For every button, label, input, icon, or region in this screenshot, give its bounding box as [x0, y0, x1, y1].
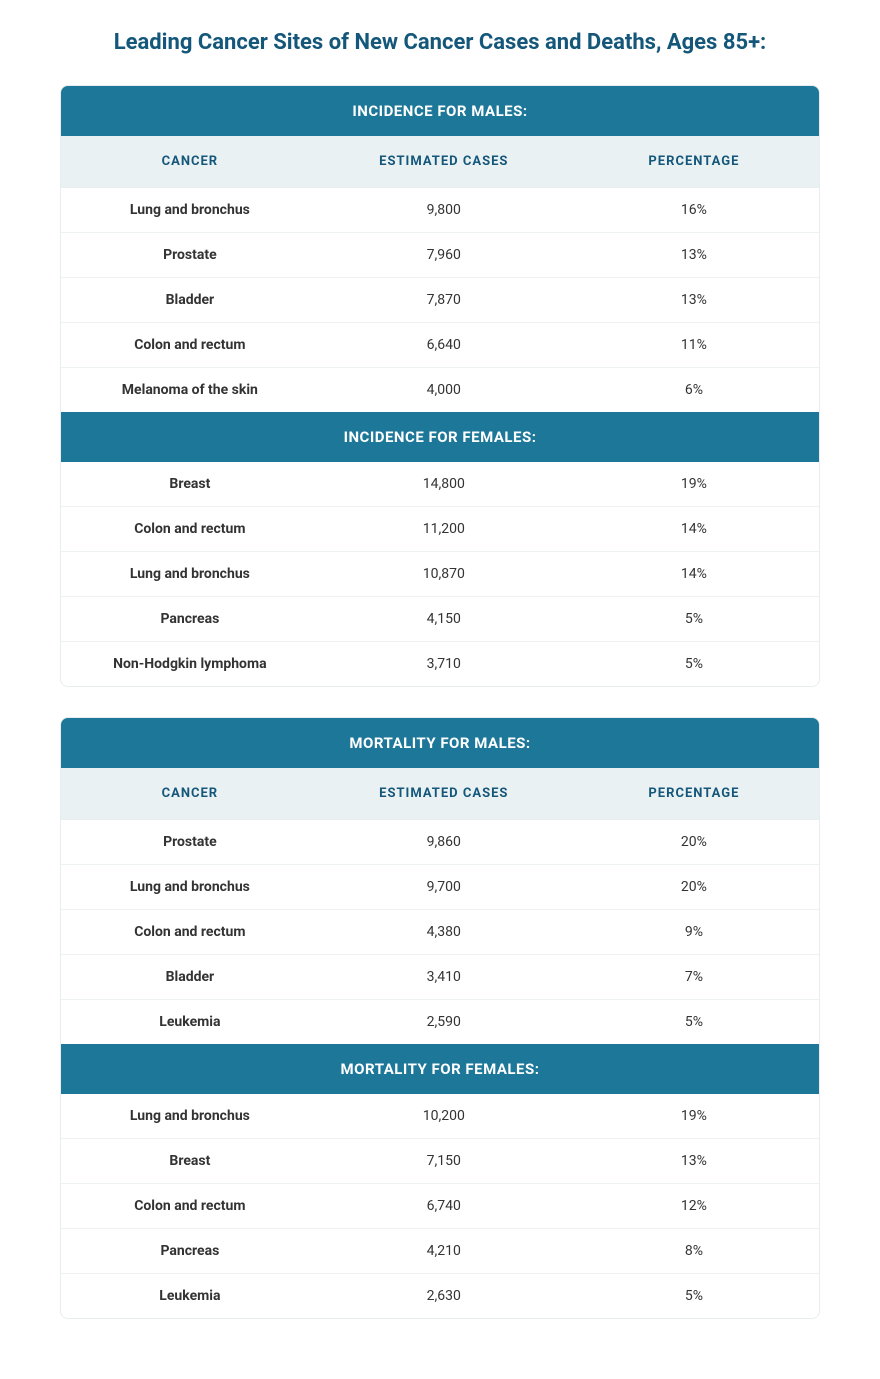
- column-header-pct: PERCENTAGE: [569, 136, 819, 188]
- cell-pct: 5%: [569, 1000, 819, 1045]
- cell-cancer: Leukemia: [61, 1274, 319, 1319]
- table-row: Prostate7,96013%: [61, 233, 819, 278]
- cell-pct: 19%: [569, 462, 819, 507]
- column-header-cancer: CANCER: [61, 136, 319, 188]
- table-row: Bladder3,4107%: [61, 955, 819, 1000]
- cell-pct: 20%: [569, 820, 819, 865]
- cell-pct: 12%: [569, 1184, 819, 1229]
- cell-pct: 16%: [569, 188, 819, 233]
- cell-pct: 14%: [569, 507, 819, 552]
- cell-cases: 3,410: [319, 955, 569, 1000]
- cell-cases: 11,200: [319, 507, 569, 552]
- table-row: Lung and bronchus9,70020%: [61, 865, 819, 910]
- cell-cancer: Colon and rectum: [61, 1184, 319, 1229]
- cell-cases: 14,800: [319, 462, 569, 507]
- cell-cases: 2,590: [319, 1000, 569, 1045]
- cell-cases: 9,800: [319, 188, 569, 233]
- cell-cancer: Lung and bronchus: [61, 865, 319, 910]
- cell-cases: 4,210: [319, 1229, 569, 1274]
- cell-cancer: Lung and bronchus: [61, 552, 319, 597]
- cell-cases: 10,200: [319, 1094, 569, 1139]
- table-row: Breast7,15013%: [61, 1139, 819, 1184]
- table-row: Bladder7,87013%: [61, 278, 819, 323]
- tables-root: INCIDENCE FOR MALES:CANCERESTIMATED CASE…: [60, 85, 820, 1319]
- cell-cancer: Breast: [61, 462, 319, 507]
- table-row: Lung and bronchus10,20019%: [61, 1094, 819, 1139]
- cell-cancer: Bladder: [61, 955, 319, 1000]
- cell-cancer: Lung and bronchus: [61, 188, 319, 233]
- table-row: Non-Hodgkin lymphoma3,7105%: [61, 642, 819, 687]
- cell-cancer: Colon and rectum: [61, 910, 319, 955]
- cell-pct: 7%: [569, 955, 819, 1000]
- cell-pct: 14%: [569, 552, 819, 597]
- column-header-pct: PERCENTAGE: [569, 768, 819, 820]
- table-row: Lung and bronchus10,87014%: [61, 552, 819, 597]
- cell-cancer: Bladder: [61, 278, 319, 323]
- section-header: MORTALITY FOR MALES:: [61, 718, 819, 768]
- cell-pct: 5%: [569, 1274, 819, 1319]
- cell-cancer: Breast: [61, 1139, 319, 1184]
- cell-pct: 13%: [569, 233, 819, 278]
- table-row: Colon and rectum4,3809%: [61, 910, 819, 955]
- cell-cancer: Melanoma of the skin: [61, 368, 319, 413]
- section-header: INCIDENCE FOR MALES:: [61, 86, 819, 136]
- cell-cases: 7,870: [319, 278, 569, 323]
- cell-cancer: Colon and rectum: [61, 507, 319, 552]
- table-row: Leukemia2,5905%: [61, 1000, 819, 1045]
- cell-pct: 11%: [569, 323, 819, 368]
- cell-cancer: Pancreas: [61, 1229, 319, 1274]
- table-row: Colon and rectum6,64011%: [61, 323, 819, 368]
- cell-pct: 9%: [569, 910, 819, 955]
- cell-cases: 3,710: [319, 642, 569, 687]
- table-row: Colon and rectum6,74012%: [61, 1184, 819, 1229]
- cell-pct: 8%: [569, 1229, 819, 1274]
- table-row: Pancreas4,2108%: [61, 1229, 819, 1274]
- cell-pct: 5%: [569, 642, 819, 687]
- cell-cases: 6,740: [319, 1184, 569, 1229]
- data-table: MORTALITY FOR MALES:CANCERESTIMATED CASE…: [61, 718, 819, 1318]
- cell-cases: 2,630: [319, 1274, 569, 1319]
- cell-pct: 5%: [569, 597, 819, 642]
- column-header-cases: ESTIMATED CASES: [319, 136, 569, 188]
- column-header-cases: ESTIMATED CASES: [319, 768, 569, 820]
- cell-cancer: Pancreas: [61, 597, 319, 642]
- table-row: Pancreas4,1505%: [61, 597, 819, 642]
- table-container: MORTALITY FOR MALES:CANCERESTIMATED CASE…: [60, 717, 820, 1319]
- cell-cases: 4,150: [319, 597, 569, 642]
- table-container: INCIDENCE FOR MALES:CANCERESTIMATED CASE…: [60, 85, 820, 687]
- table-row: Melanoma of the skin4,0006%: [61, 368, 819, 413]
- cell-cases: 4,380: [319, 910, 569, 955]
- table-row: Lung and bronchus9,80016%: [61, 188, 819, 233]
- cell-cases: 10,870: [319, 552, 569, 597]
- section-header: MORTALITY FOR FEMALES:: [61, 1044, 819, 1094]
- column-header-cancer: CANCER: [61, 768, 319, 820]
- cell-cancer: Prostate: [61, 820, 319, 865]
- cell-cancer: Prostate: [61, 233, 319, 278]
- cell-cases: 4,000: [319, 368, 569, 413]
- cell-cancer: Non-Hodgkin lymphoma: [61, 642, 319, 687]
- table-row: Leukemia2,6305%: [61, 1274, 819, 1319]
- table-row: Breast14,80019%: [61, 462, 819, 507]
- cell-pct: 13%: [569, 278, 819, 323]
- table-row: Prostate9,86020%: [61, 820, 819, 865]
- page-title: Leading Cancer Sites of New Cancer Cases…: [60, 30, 820, 55]
- cell-cases: 7,150: [319, 1139, 569, 1184]
- cell-cancer: Leukemia: [61, 1000, 319, 1045]
- cell-cancer: Colon and rectum: [61, 323, 319, 368]
- cell-cases: 9,860: [319, 820, 569, 865]
- cell-cases: 6,640: [319, 323, 569, 368]
- cell-pct: 19%: [569, 1094, 819, 1139]
- cell-cases: 7,960: [319, 233, 569, 278]
- section-header: INCIDENCE FOR FEMALES:: [61, 412, 819, 462]
- cell-pct: 20%: [569, 865, 819, 910]
- cell-cancer: Lung and bronchus: [61, 1094, 319, 1139]
- cell-pct: 6%: [569, 368, 819, 413]
- cell-cases: 9,700: [319, 865, 569, 910]
- table-row: Colon and rectum11,20014%: [61, 507, 819, 552]
- data-table: INCIDENCE FOR MALES:CANCERESTIMATED CASE…: [61, 86, 819, 686]
- cell-pct: 13%: [569, 1139, 819, 1184]
